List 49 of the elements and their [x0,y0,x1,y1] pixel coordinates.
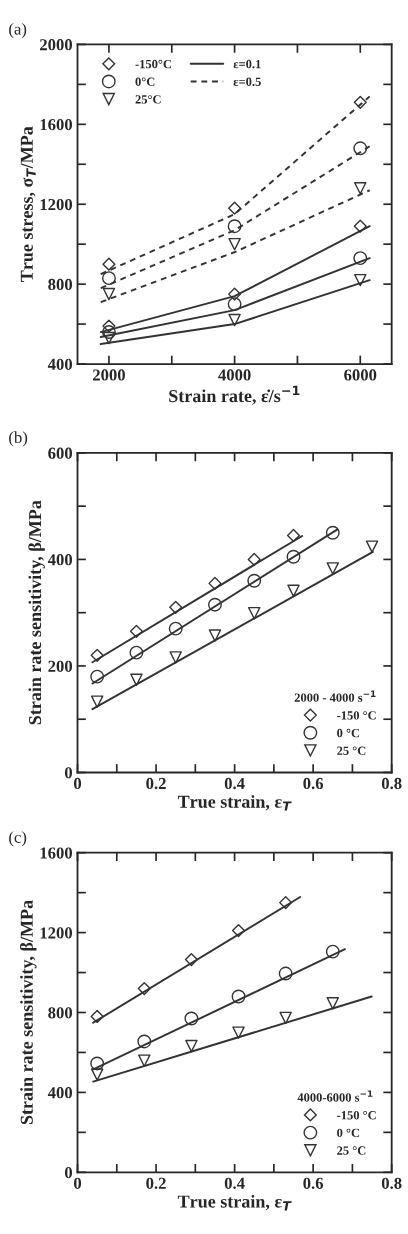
y-tick-label: 2000 [40,39,73,51]
x-tick-label: 0.2 [146,1177,166,1189]
x-tick-label: 0 [73,1177,82,1189]
x-tick-label: 0.8 [381,1177,402,1189]
legend-label: 25 °C [337,746,366,755]
y-tick-label: 400 [47,554,73,566]
legend-label: -150°C [135,59,172,69]
x-tick-label: 0 [73,777,82,790]
legend-label: ε=0.5 [233,77,261,87]
legend-label: 25°C [135,95,161,104]
y-tick-label: 400 [47,1087,73,1099]
legend-label: ε=0.1 [233,59,261,69]
legend-title: 4000-6000 s$^{−1}$ [297,1090,373,1102]
y-tick-label: 0 [64,1167,73,1179]
legend-label: 0 °C [337,1128,360,1138]
y-tick-label: 400 [47,358,73,370]
x-tick-label: 0.4 [224,777,245,790]
x-tick-label: 0.6 [303,1177,324,1189]
y-tick-label: 0 [64,767,73,779]
legend-label: -150 °C [337,711,376,720]
chart-title: (b) [9,431,28,447]
y-tick-label: 1200 [40,198,73,211]
x-tick-label: 0.8 [381,777,402,790]
y-tick-label: 200 [48,660,73,672]
y-tick-label: 800 [48,1007,73,1019]
x-axis-title: True strain, ε$_{T}$ [177,1194,292,1211]
x-tick-label: 0.6 [303,777,324,790]
x-tick-label: 4000 [218,369,251,381]
x-tick-label: 0.2 [146,777,166,790]
legend-title: 2000 - 4000 s$^{−1}$ [294,690,376,702]
y-tick-label: 800 [48,278,73,291]
x-tick-label: 2000 [92,369,125,381]
legend-label: 0 °C [337,728,360,738]
legend-label: 25 °C [337,1146,366,1155]
y-axis-title: Strain rate sensitivity, β/MPa [28,500,45,725]
chart-title: (a) [9,22,27,39]
x-tick-label: 0.4 [224,1177,245,1189]
legend-label: 0°C [135,77,155,86]
y-axis-title: True stress, σ$_{T}$/MPa [20,126,36,282]
y-tick-label: 600 [48,447,73,459]
y-tick-label: 1600 [40,119,73,131]
x-tick-label: 6000 [344,369,377,381]
y-tick-label: 1200 [40,927,73,939]
x-axis-title: True strain, ε$_{T}$ [177,795,292,811]
x-axis-title: Strain rate, ε̇/s$^{−1}$ [169,385,300,405]
chart-title: (c) [9,831,27,847]
legend-label: -150 °C [337,1111,376,1120]
y-tick-label: 1600 [40,847,73,859]
y-axis-title: Strain rate sensitivity, β/MPa [19,900,37,1125]
